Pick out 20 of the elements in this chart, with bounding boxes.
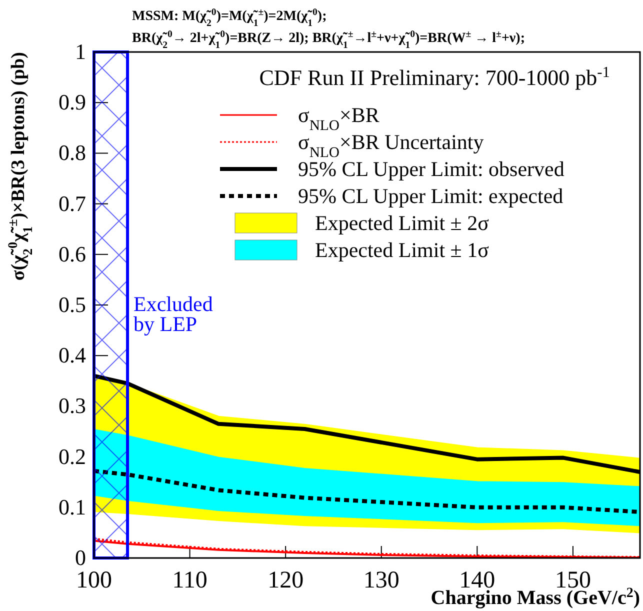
legend-label: 95% CL Upper Limit: expected [298,184,564,208]
y-tick-label: 0.1 [58,494,86,520]
y-tick-label: 0.3 [58,393,86,418]
y-tick-label: 0.9 [58,90,86,115]
band-label: Excluded by LEP [134,292,214,336]
y-tick-label: 0.5 [58,292,86,318]
x-tick-label: 120 [268,567,304,594]
x-tick-label: 110 [172,567,208,594]
legend-label: Expected Limit ± 2σ [315,211,489,235]
text: MSSM: M(χ̃$_{2}$$^{0}$)=M(χ̃$_{1}$$^{±}$)=2M(χ̃$_{1}$$^{0}$); [132,6,327,28]
y-tick-label: 0.6 [58,241,86,266]
legend-label: Expected Limit ± 1σ [315,238,489,262]
x-tick-label: 130 [363,567,400,594]
text: BR(χ̃$_{2}$$^{0}$→ 2l+χ̃$_{1}$$^{0}$)=BR(Z→ 2l); BR(χ̃$_{1}$$^{±}$→l$^{±}$+ν+χ̃$_{1}$$^{0}$)=BR(W$^{±}$ → l$^{±}$+ν); [132,28,525,50]
y-tick-label: 0.7 [58,190,86,216]
text: CDF Run II Preliminary: 700-1000 pb$^{-1}$ [259,64,610,90]
y-tick-label: 0.8 [58,140,86,166]
y-tick-label: 1 [75,39,86,64]
y-tick-label: 0.4 [58,342,86,368]
y-tick-label: 0.2 [58,444,86,469]
